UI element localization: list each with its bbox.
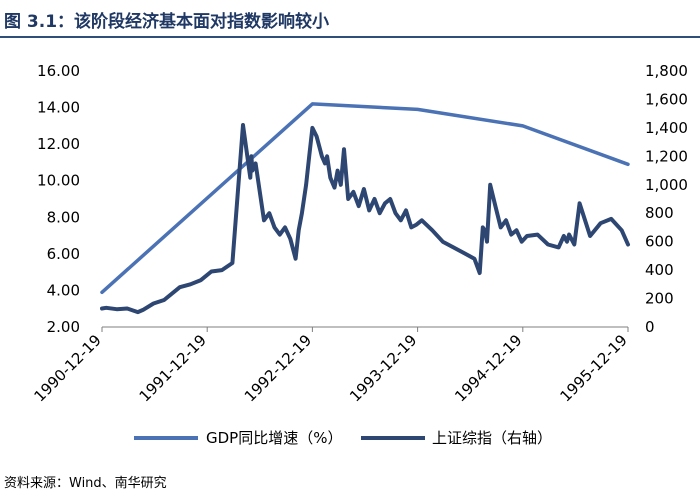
y-left-tick-label: 14.00 bbox=[37, 99, 80, 117]
series-layer bbox=[100, 102, 630, 315]
y-right-tick-label: 1,200 bbox=[645, 147, 688, 165]
x-tick-label: 1991-12-19 bbox=[136, 331, 210, 405]
y-left-ticks: 2.00 4.00 6.00 8.00 10.00 12.00 14.00 16.00 bbox=[37, 62, 80, 336]
y-right-tick-label: 1,800 bbox=[645, 62, 688, 80]
y-right-tick-label: 400 bbox=[645, 261, 674, 279]
y-left-tick-label: 6.00 bbox=[47, 245, 80, 263]
title-underline bbox=[0, 36, 700, 38]
y-left-tick-label: 10.00 bbox=[37, 172, 80, 190]
y-left-tick-label: 8.00 bbox=[47, 208, 80, 226]
y-right-tick-label: 0 bbox=[645, 318, 655, 336]
legend-label-gdp: GDP同比增速（%） bbox=[206, 429, 342, 447]
y-right-tick-label: 1,000 bbox=[645, 176, 688, 194]
series-line-gdp bbox=[100, 102, 630, 295]
legend-label-index: 上证综指（右轴） bbox=[432, 429, 552, 447]
x-ticks: 1990-12-19 1991-12-19 1992-12-19 1993-12-19… bbox=[30, 327, 631, 405]
source-note: 资料来源：Wind、南华研究 bbox=[4, 476, 167, 491]
x-tick-label: 1995-12-19 bbox=[556, 331, 630, 405]
plot-area: 1990-12-19 1991-12-19 1992-12-19 1993-12-19… bbox=[30, 62, 688, 405]
y-right-tick-label: 1,600 bbox=[645, 90, 688, 108]
y-right-tick-label: 1,400 bbox=[645, 119, 688, 137]
series-line-index bbox=[100, 123, 630, 315]
y-right-tick-label: 200 bbox=[645, 290, 674, 308]
y-left-tick-label: 4.00 bbox=[47, 281, 80, 299]
y-left-tick-label: 16.00 bbox=[37, 62, 80, 80]
y-right-tick-label: 800 bbox=[645, 204, 674, 222]
y-left-tick-label: 2.00 bbox=[47, 318, 80, 336]
y-right-tick-label: 600 bbox=[645, 233, 674, 251]
chart-title: 图 3.1：该阶段经济基本面对指数影响较小 bbox=[4, 12, 330, 32]
y-left-tick-label: 12.00 bbox=[37, 135, 80, 153]
x-tick-label: 1993-12-19 bbox=[346, 331, 420, 405]
x-tick-label: 1990-12-19 bbox=[30, 331, 104, 405]
x-tick-label: 1994-12-19 bbox=[451, 331, 525, 405]
legend: GDP同比增速（%） 上证综指（右轴） bbox=[134, 429, 552, 447]
x-tick-label: 1992-12-19 bbox=[241, 331, 315, 405]
y-right-ticks: 0 200 400 600 800 1,000 1,200 1,400 1,600 1,800 bbox=[645, 62, 688, 336]
